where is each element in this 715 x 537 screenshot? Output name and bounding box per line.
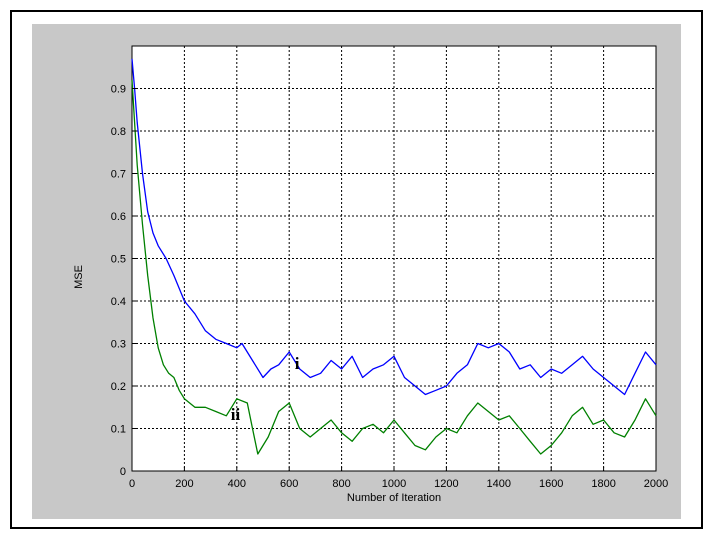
y-tick-label: 0 [120,466,126,478]
x-tick-label: 1600 [539,478,563,490]
axis-ticks: 0 200 400 600 800 1000 1200 1400 1600 1800 2000 0 0.… [111,84,669,491]
figure-frame: 0 200 400 600 800 1000 1200 1400 1600 1800 2000 0 0.… [10,10,703,529]
y-tick-label: 0.3 [111,339,126,351]
x-tick-label: 800 [332,478,350,490]
annotation-label: i [295,354,300,373]
figure-panel: 0 200 400 600 800 1000 1200 1400 1600 1800 2000 0 0.… [32,24,681,519]
y-tick-label: 0.4 [111,296,126,308]
series-line-2 [131,79,657,455]
x-tick-label: 600 [280,478,298,490]
x-tick-label: 1200 [434,478,458,490]
series-line-1 [131,58,657,396]
y-tick-label: 0.2 [111,381,126,393]
x-tick-label: 1800 [591,478,615,490]
mse-line-chart: 0 200 400 600 800 1000 1200 1400 1600 1800 2000 0 0.… [73,45,669,504]
x-tick-label: 200 [175,478,193,490]
y-axis-label: MSE [73,265,85,289]
y-tick-label: 0.5 [111,254,126,266]
y-tick-label: 0.9 [111,84,126,96]
y-tick-label: 0.6 [111,211,126,223]
x-tick-label: 2000 [644,478,668,490]
x-tick-label: 1400 [487,478,511,490]
annotation-label: ii [231,405,241,424]
y-tick-label: 0.1 [111,424,126,436]
annotations: iii [231,354,300,424]
y-tick-label: 0.7 [111,169,126,181]
grid-lines [132,46,656,471]
x-tick-label: 400 [228,478,246,490]
x-tick-label: 1000 [382,478,406,490]
x-axis-label: Number of Iteration [347,492,441,504]
y-tick-label: 0.8 [111,126,126,138]
x-tick-label: 0 [129,478,135,490]
series-lines [131,58,657,455]
